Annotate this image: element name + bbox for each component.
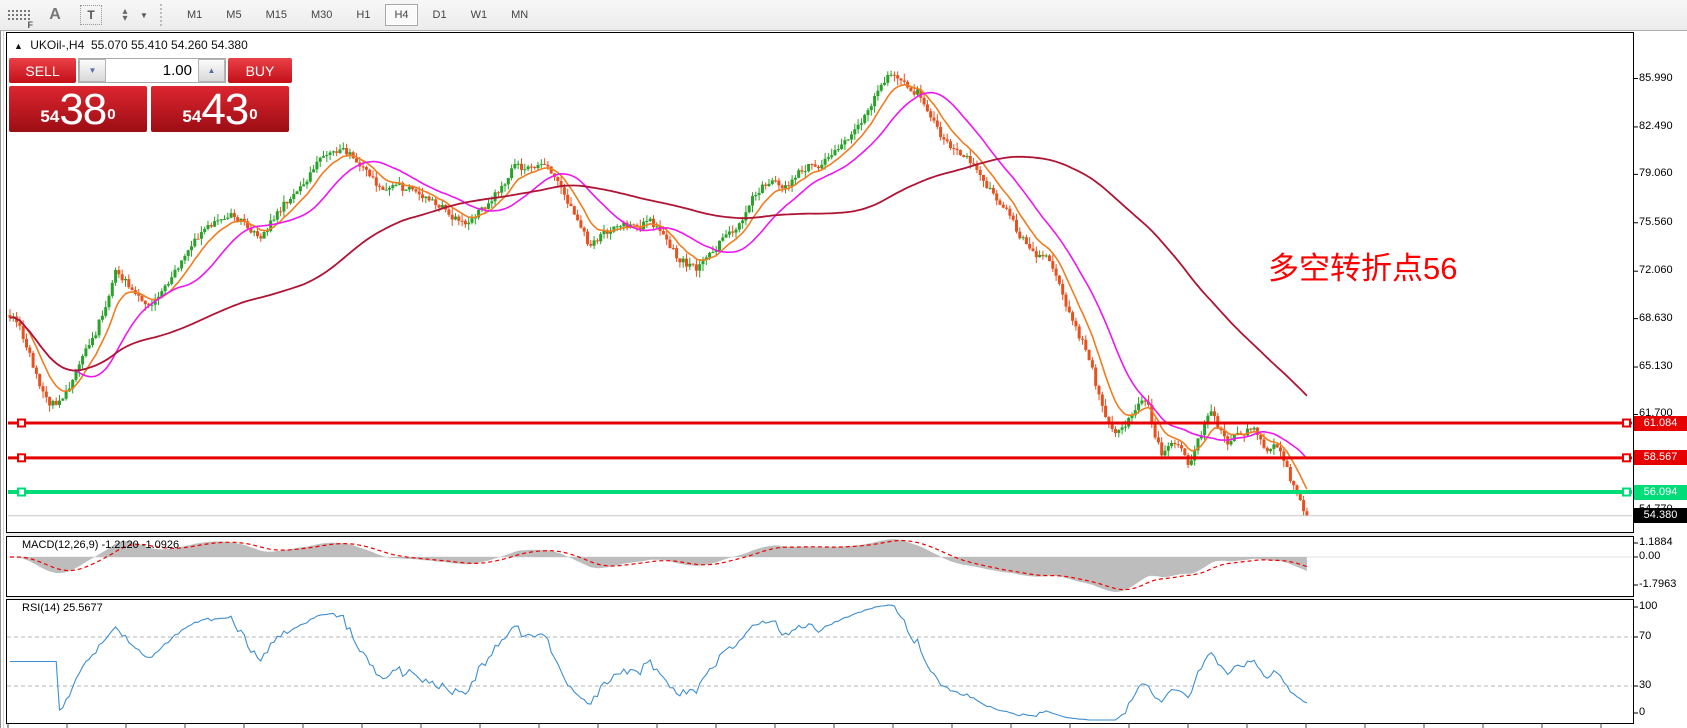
price-axis-tick: 85.990	[1639, 72, 1673, 84]
volume-input[interactable]	[106, 59, 198, 82]
sell-price-integer: 54	[40, 107, 60, 126]
price-axis-tick: 79.060	[1639, 167, 1673, 179]
symbol-name: UKOil-,H4	[30, 38, 85, 52]
window-frame-edge-inner	[3, 30, 4, 728]
price-level-label[interactable]: 58.567	[1634, 450, 1687, 465]
price-axis-tick: 82.490	[1639, 120, 1673, 132]
sell-button[interactable]: SELL	[9, 58, 76, 83]
timeframe-h4[interactable]: H4	[385, 4, 418, 26]
volume-increase-button[interactable]: ▲	[198, 59, 225, 82]
sell-price-point: 0	[107, 106, 116, 123]
buy-price-point: 0	[249, 106, 258, 123]
price-axis-tick: 72.060	[1639, 264, 1673, 276]
buy-button[interactable]: BUY	[228, 58, 292, 83]
pane-splitter[interactable]	[6, 531, 1633, 536]
rsi-axis-tick: 70	[1639, 630, 1652, 642]
toolbar-separator	[160, 4, 167, 26]
volume-spinner: ▼ ▲	[78, 58, 226, 83]
timeframe-m1[interactable]: M1	[187, 9, 203, 21]
fibonacci-icon[interactable]: F	[4, 3, 34, 30]
current-price-label: 54.380	[1634, 508, 1687, 523]
timeframe-m30[interactable]: M30	[310, 9, 333, 21]
text-tool-icon[interactable]: T	[80, 5, 102, 25]
price-level-label[interactable]: 61.084	[1634, 416, 1687, 431]
macd-axis-tick: 0.00	[1639, 550, 1661, 562]
pane-splitter[interactable]	[6, 595, 1633, 599]
price-axis-tick: 68.630	[1639, 312, 1673, 324]
rsi-indicator-label: RSI(14) 25.5677	[22, 602, 103, 614]
symbol-title: ▲ UKOil-,H4 55.070 55.410 54.260 54.380	[14, 38, 248, 52]
rsi-pane[interactable]	[6, 599, 1634, 724]
toolbar: F A T ▴ ▾ ▼ M1 M5 M15 M30 H1 H4 D1 W1 MN	[0, 0, 1687, 31]
macd-indicator-label: MACD(12,26,9) -1.2120 -1.0926	[22, 539, 180, 551]
dropdown-caret-icon[interactable]: ▼	[140, 10, 148, 20]
rsi-axis-tick: 0	[1639, 706, 1646, 718]
rsi-axis-tick: 100	[1639, 600, 1658, 612]
timeframe-mn[interactable]: MN	[511, 9, 529, 21]
timeframe-w1[interactable]: W1	[470, 9, 488, 21]
price-axis-tick: 75.560	[1639, 216, 1673, 228]
sell-price-pips: 38	[59, 85, 107, 134]
timeframe-m15[interactable]: M15	[265, 9, 287, 21]
macd-pane[interactable]	[6, 536, 1634, 597]
volume-decrease-button[interactable]: ▼	[79, 59, 106, 82]
macd-axis-tick: -1.7963	[1639, 578, 1677, 590]
buy-price-pips: 43	[201, 85, 249, 134]
text-label-icon[interactable]: A	[49, 6, 61, 23]
price-level-label[interactable]: 56.094	[1634, 485, 1687, 500]
window-frame-edge	[0, 30, 1, 728]
collapse-arrow-icon[interactable]: ▲	[14, 41, 23, 51]
timeframe-d1[interactable]: D1	[432, 9, 447, 21]
buy-price-integer: 54	[182, 107, 202, 126]
chart-text-annotation[interactable]: 多空转折点56	[1268, 251, 1458, 286]
buy-price-panel[interactable]: 54 43 0	[151, 86, 289, 132]
price-axis-tick: 65.130	[1639, 360, 1673, 372]
symbol-ohlc: 55.070 55.410 54.260 54.380	[90, 38, 248, 52]
timeframe-h1[interactable]: H1	[356, 9, 371, 21]
macd-axis-tick: 1.1884	[1639, 536, 1673, 548]
sell-price-panel[interactable]: 54 38 0	[9, 86, 147, 132]
timeframe-m5[interactable]: M5	[226, 9, 242, 21]
rsi-axis-tick: 30	[1639, 679, 1652, 691]
arrows-tool-icon[interactable]: ▴ ▾	[122, 6, 128, 24]
